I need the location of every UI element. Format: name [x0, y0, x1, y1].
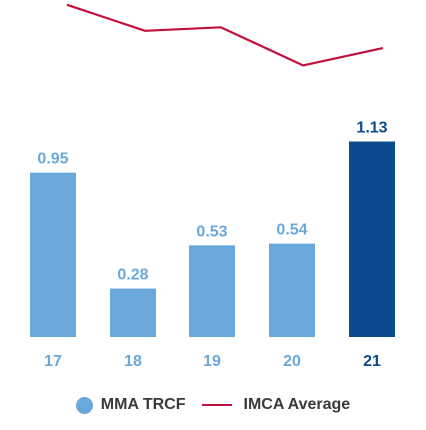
value-labels-group: 0.95 0.28 0.53 0.54 1.13: [37, 120, 387, 284]
category-label-18: 18: [124, 353, 142, 370]
bar-20: [269, 243, 315, 337]
line-series-group: [66, 3, 384, 67]
imca-average-line: [66, 3, 384, 67]
value-label-20: 0.54: [276, 222, 307, 239]
chart-svg: 0.95 0.28 0.53 0.54 1.13 17 18 19 20 21: [30, 3, 395, 370]
value-label-19: 0.53: [196, 223, 227, 240]
bar-18: [110, 288, 156, 337]
category-label-21: 21: [363, 353, 381, 370]
legend-line-icon: [201, 404, 232, 406]
legend-dot-icon: [75, 396, 93, 414]
bar-21: [349, 141, 395, 337]
legend-label: MMA TRCF: [100, 396, 186, 413]
bars-group: [30, 141, 395, 337]
legend-item-imca-average: IMCA Average: [201, 396, 351, 414]
category-label-19: 19: [203, 353, 221, 370]
category-label-20: 20: [283, 353, 301, 370]
legend-item-mma-trcf: MMA TRCF: [75, 396, 186, 414]
category-labels-group: 17 18 19 20 21: [44, 353, 381, 370]
value-label-21: 1.13: [356, 120, 387, 137]
bar-19: [189, 245, 235, 337]
legend-label: IMCA Average: [243, 396, 351, 413]
bar-17: [30, 172, 76, 337]
value-label-17: 0.95: [37, 151, 68, 168]
value-label-18: 0.28: [117, 267, 148, 284]
category-label-17: 17: [44, 353, 62, 370]
legend: MMA TRCF IMCA Average: [0, 391, 426, 419]
